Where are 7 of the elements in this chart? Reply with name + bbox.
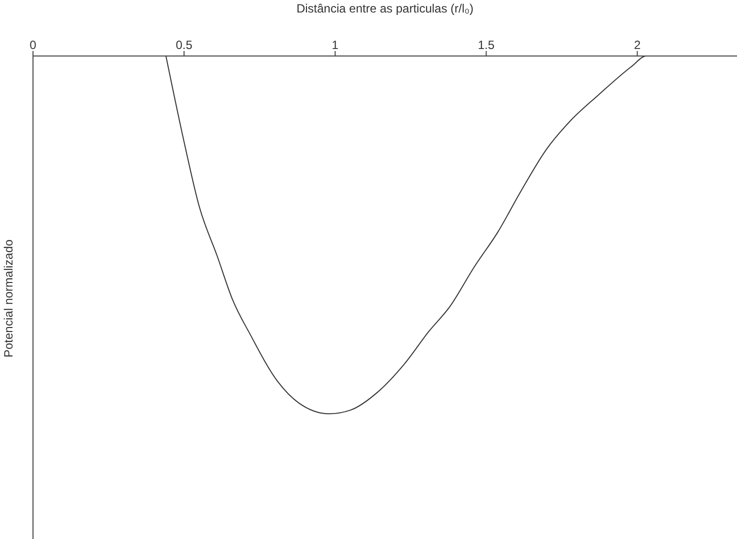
y-axis-title: Potencial normalizado: [1, 239, 16, 358]
x-tick-label: 0: [30, 38, 37, 52]
x-tick-label: 1.5: [478, 38, 495, 52]
x-tick-label: 2: [634, 38, 641, 52]
x-tick-label: 1: [332, 38, 339, 52]
x-tick-label: 0.5: [176, 38, 193, 52]
x-axis-title: Distância entre as particulas (r/l₀): [296, 2, 474, 16]
